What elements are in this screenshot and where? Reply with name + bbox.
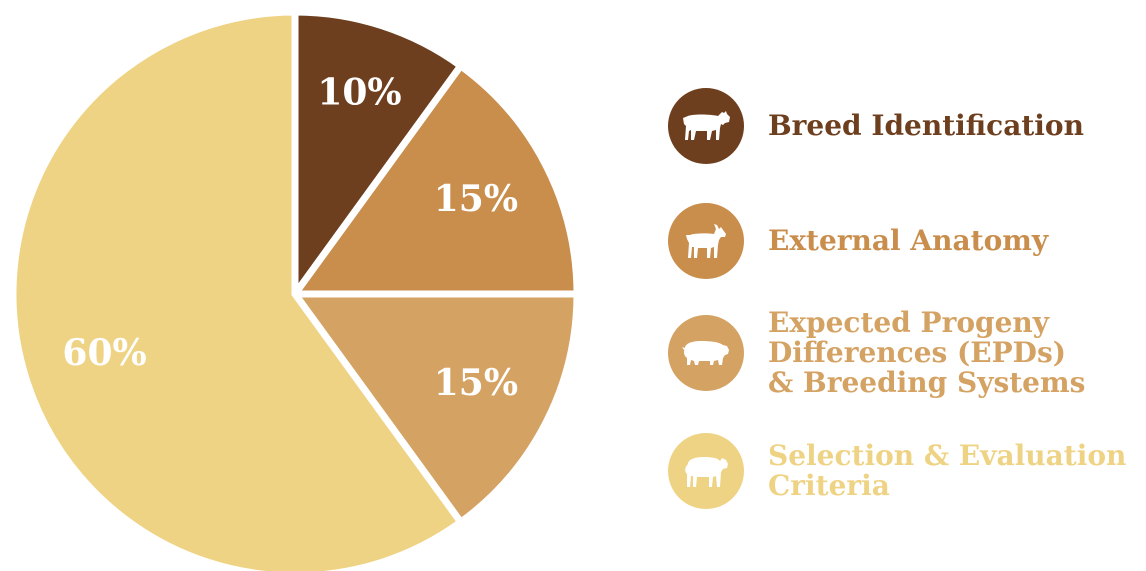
goat-icon: [668, 203, 744, 279]
pie-slice-selection-evaluation-criteria: [9, 8, 466, 571]
pie-slice-breed-identification: [291, 8, 466, 305]
slice-label-selection-evaluation-criteria: 60%: [62, 332, 146, 374]
legend-item-external-anatomy: External Anatomy: [668, 203, 1048, 279]
slice-label-external-anatomy: 15%: [434, 178, 518, 220]
legend-label: Selection & Evaluation Criteria: [768, 439, 1127, 502]
cow-icon: [668, 88, 744, 164]
pie-slice-expected-progeny-differences-epds-breeding-systems: [288, 290, 581, 528]
legend-item-expected-progeny-differences-epds-breeding-systems: Expected Progeny Differences (EPDs) & Br…: [668, 308, 1085, 398]
pie-slice-external-anatomy: [288, 60, 581, 298]
legend-label: External Anatomy: [768, 224, 1049, 257]
pie-chart: 10% 15% 15% 60%: [9, 8, 581, 571]
sheep-icon: [668, 433, 744, 509]
legend-label: Expected Progeny Differences (EPDs) & Br…: [768, 306, 1086, 399]
slice-label-breed-identification: 10%: [317, 72, 401, 114]
legend-item-breed-identification: Breed Identification: [668, 88, 1084, 164]
pig-icon: [668, 315, 744, 391]
slice-label-expected-progeny-differences-epds-breeding-systems: 15%: [434, 362, 518, 404]
legend-item-selection-evaluation-criteria: Selection & Evaluation Criteria: [668, 433, 1126, 509]
legend-label: Breed Identification: [768, 109, 1084, 142]
